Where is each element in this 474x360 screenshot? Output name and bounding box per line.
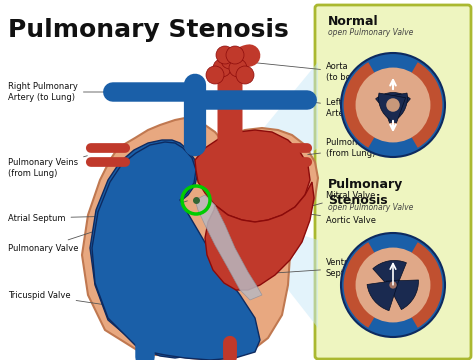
- Text: Pulmonary
Stenosis: Pulmonary Stenosis: [328, 178, 403, 207]
- Text: Normal: Normal: [328, 15, 379, 28]
- Text: Left
Atrium: Left Atrium: [238, 177, 278, 199]
- Text: Right
Atrium: Right Atrium: [128, 237, 168, 259]
- Text: Mitral Valve: Mitral Valve: [283, 190, 375, 214]
- Polygon shape: [90, 140, 208, 358]
- Polygon shape: [210, 207, 318, 328]
- Circle shape: [206, 66, 224, 84]
- Wedge shape: [375, 93, 410, 120]
- Text: Ventricular
Septum: Ventricular Septum: [248, 258, 372, 278]
- Text: Pulmonary Stenosis: Pulmonary Stenosis: [8, 18, 289, 42]
- FancyBboxPatch shape: [315, 5, 471, 359]
- Circle shape: [221, 51, 239, 69]
- Circle shape: [226, 46, 244, 64]
- Text: Right Ventricle: Right Ventricle: [141, 300, 229, 310]
- Circle shape: [386, 98, 400, 112]
- Circle shape: [341, 53, 445, 157]
- Wedge shape: [393, 62, 442, 148]
- Wedge shape: [344, 62, 393, 148]
- Circle shape: [213, 59, 231, 77]
- Text: Tricuspid Valve: Tricuspid Valve: [8, 291, 137, 310]
- Wedge shape: [379, 93, 406, 123]
- Circle shape: [389, 282, 397, 289]
- Wedge shape: [393, 242, 442, 328]
- Text: Pulmonary Valve: Pulmonary Valve: [8, 201, 187, 252]
- Circle shape: [356, 248, 430, 323]
- FancyArrowPatch shape: [231, 55, 249, 69]
- Text: open Pulmonary Valve: open Pulmonary Valve: [328, 28, 413, 37]
- Polygon shape: [205, 182, 314, 290]
- Wedge shape: [373, 260, 406, 293]
- Circle shape: [236, 66, 254, 84]
- Wedge shape: [386, 280, 419, 310]
- Text: Atrial Septum: Atrial Septum: [8, 213, 162, 222]
- Circle shape: [229, 59, 247, 77]
- Text: Aortic Valve: Aortic Valve: [215, 201, 376, 225]
- Polygon shape: [195, 130, 310, 222]
- Circle shape: [216, 46, 234, 64]
- Text: Aorta
(to body): Aorta (to body): [251, 62, 365, 82]
- Circle shape: [341, 233, 445, 337]
- Text: open Pulmonary Valve: open Pulmonary Valve: [328, 203, 413, 212]
- Polygon shape: [195, 195, 262, 300]
- Polygon shape: [92, 142, 260, 360]
- Text: Pulmonary Veins
(from Lung): Pulmonary Veins (from Lung): [308, 138, 396, 158]
- Wedge shape: [367, 280, 399, 311]
- Text: Pulmonary Veins
(from Lung): Pulmonary Veins (from Lung): [8, 156, 87, 178]
- Polygon shape: [210, 62, 318, 207]
- Text: Right Pulmonary
Artery (to Lung): Right Pulmonary Artery (to Lung): [8, 82, 107, 102]
- Polygon shape: [82, 118, 318, 360]
- Wedge shape: [344, 242, 393, 328]
- Text: Left
Ventricle: Left Ventricle: [244, 237, 296, 259]
- Text: Left Pulmonary
Artery (to Lung): Left Pulmonary Artery (to Lung): [298, 98, 393, 118]
- Wedge shape: [381, 93, 408, 123]
- Circle shape: [356, 68, 430, 143]
